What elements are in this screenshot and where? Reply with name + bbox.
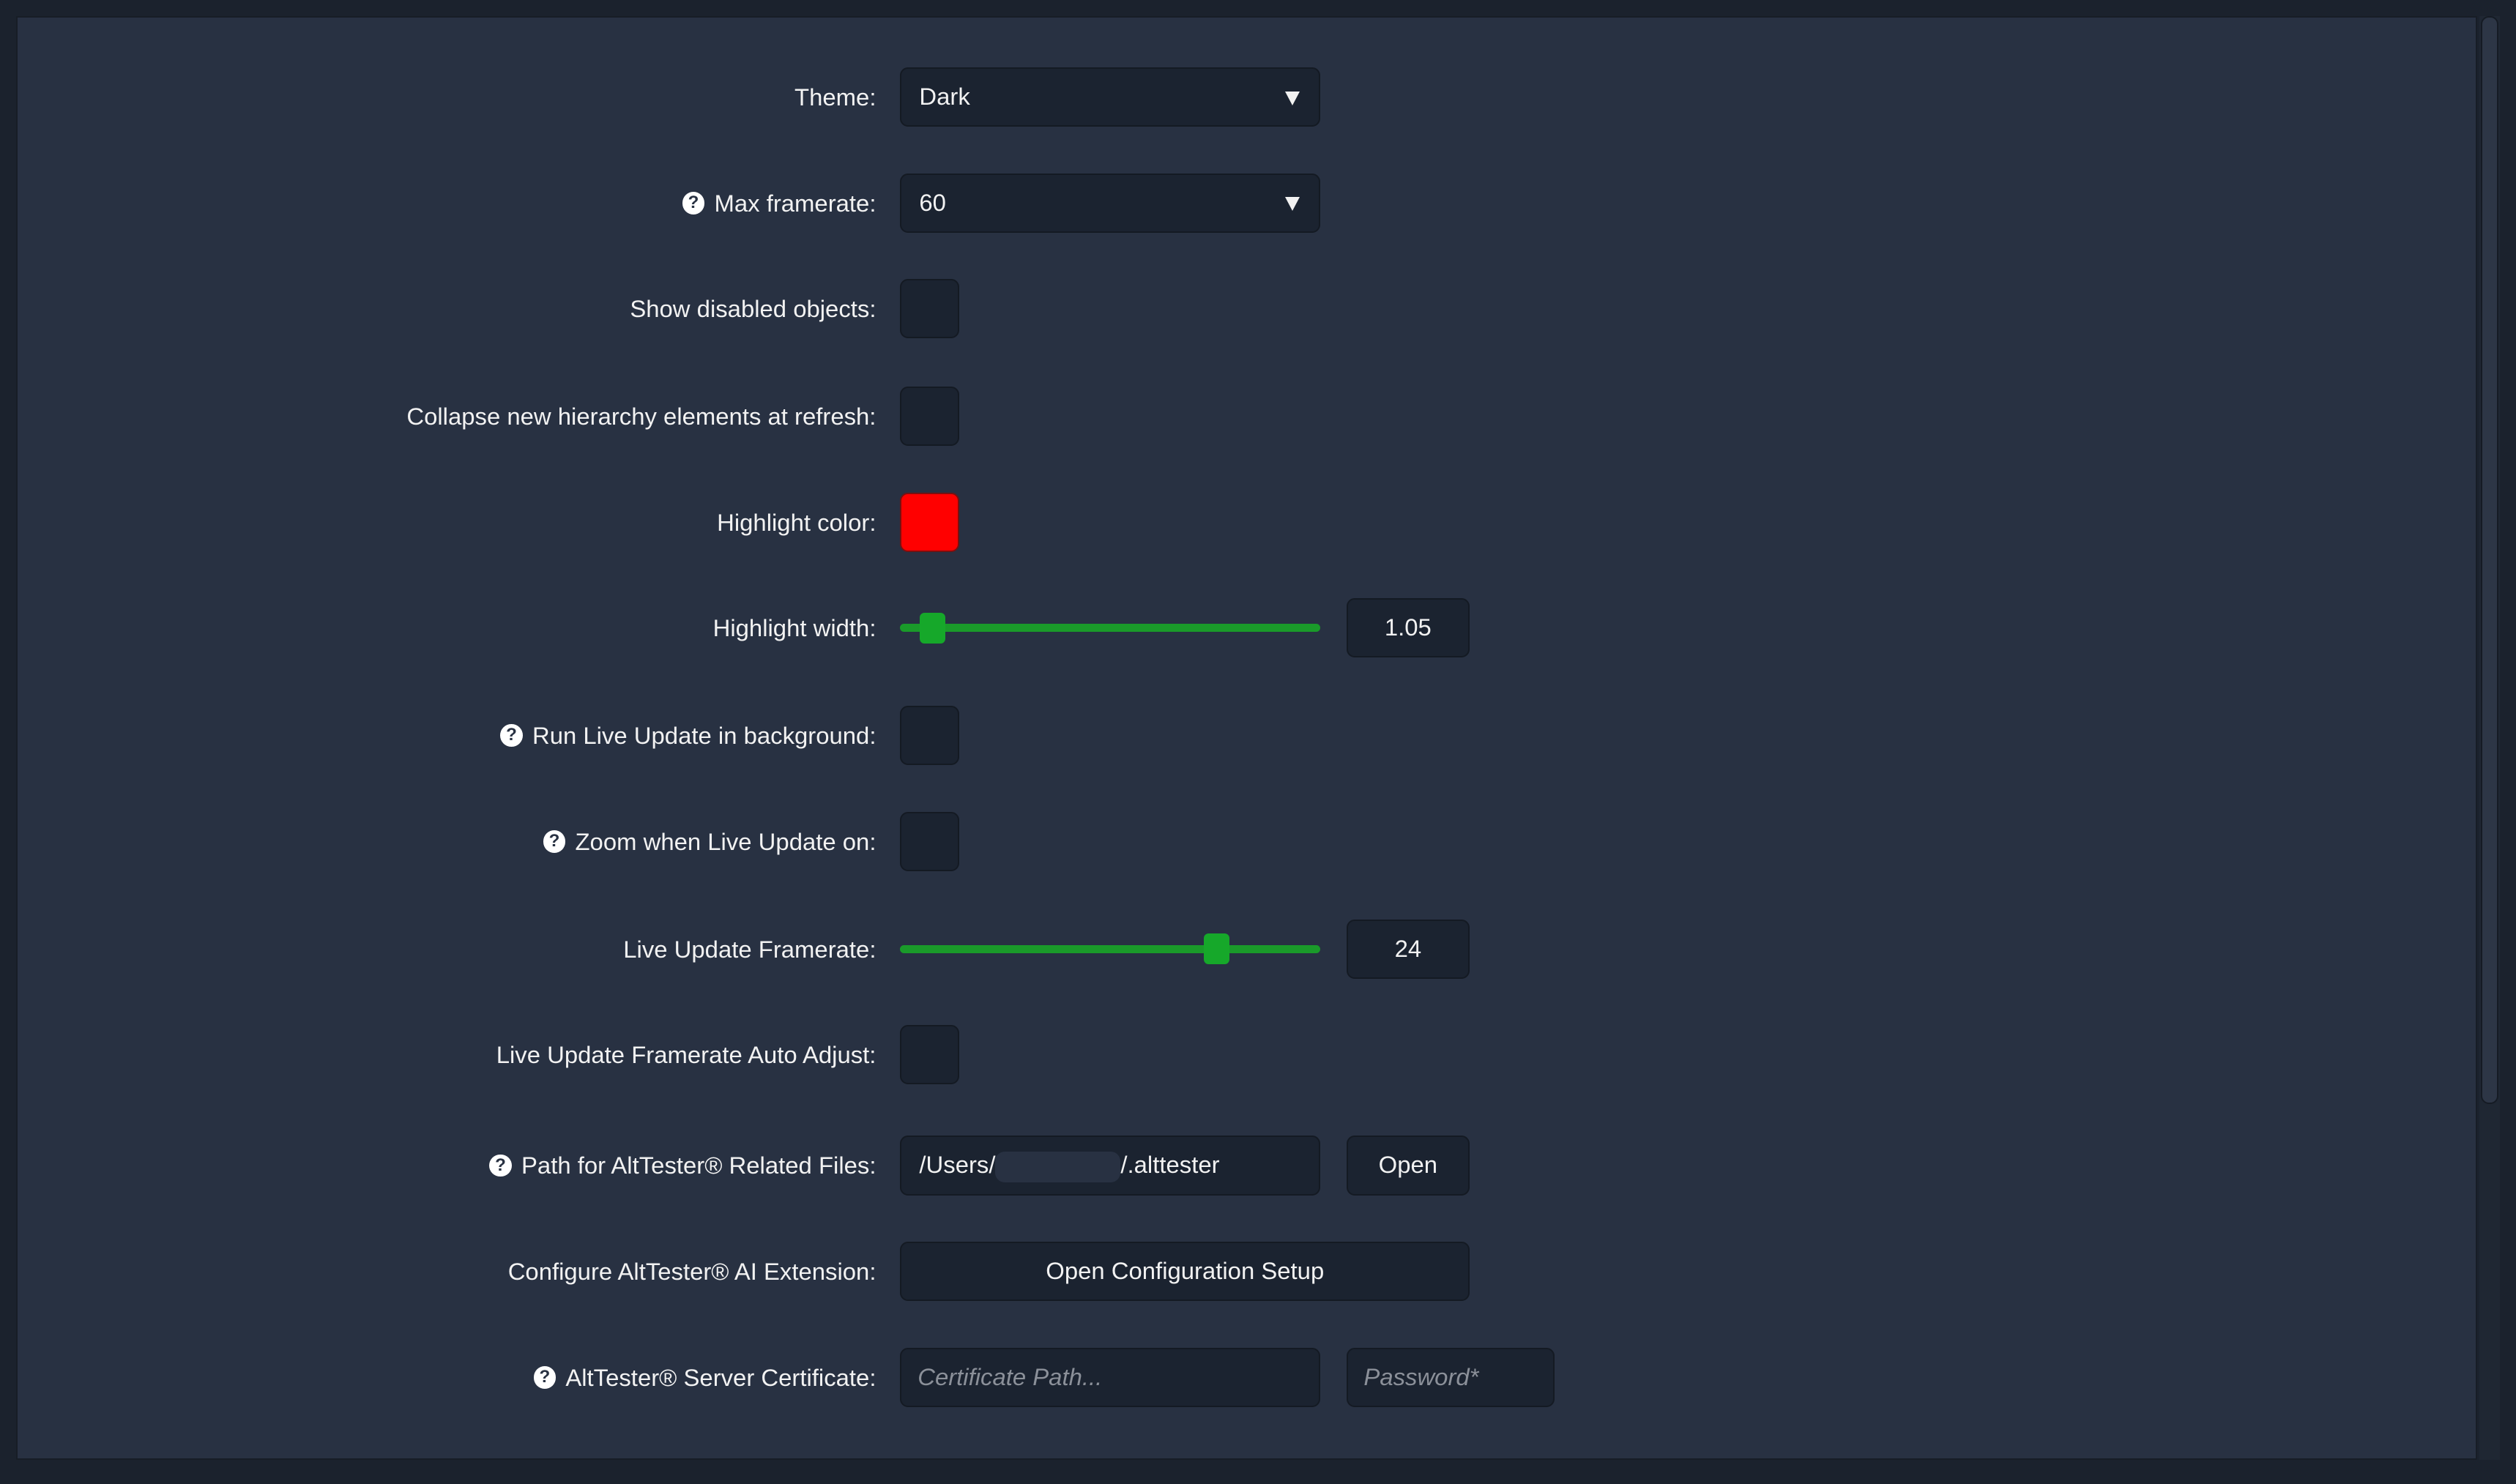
max-framerate-row: ? Max framerate: 60 [0, 173, 2516, 233]
scrollbar-thumb[interactable] [2480, 15, 2498, 1104]
label-text: Max framerate: [714, 189, 876, 217]
label-text: Run Live Update in background: [532, 722, 876, 750]
certificate-row: ? AltTester® Server Certificate: Certific… [0, 1347, 2516, 1407]
dropdown-arrow-icon [1285, 197, 1300, 211]
label-text: Path for AltTester® Related Files: [521, 1152, 876, 1179]
collapse-checkbox[interactable] [900, 387, 960, 447]
label-text: Live Update Framerate: [623, 935, 876, 963]
theme-dropdown[interactable]: Dark [900, 67, 1321, 127]
label-text: Highlight color: [717, 508, 876, 536]
live-framerate-label: Live Update Framerate: [623, 920, 876, 979]
highlight-color-label: Highlight color: [717, 493, 876, 552]
highlight-width-slider-thumb[interactable] [920, 613, 946, 644]
ai-extension-row: Configure AltTester® AI Extension: Open … [0, 1242, 2516, 1302]
auto-adjust-row: Live Update Framerate Auto Adjust: [0, 1025, 2516, 1085]
redacted-username [995, 1151, 1121, 1182]
max-framerate-label: ? Max framerate: [682, 174, 876, 233]
help-icon[interactable]: ? [682, 191, 705, 215]
scrollbar[interactable] [2479, 15, 2501, 1461]
highlight-width-label: Highlight width: [713, 598, 876, 657]
auto-adjust-label: Live Update Framerate Auto Adjust: [496, 1025, 876, 1084]
settings-panel [15, 15, 2478, 1461]
ai-extension-label: Configure AltTester® AI Extension: [508, 1242, 876, 1301]
certificate-path-input[interactable]: Certificate Path... [900, 1347, 1321, 1407]
highlight-width-input[interactable]: 1.05 [1346, 598, 1470, 658]
zoom-live-checkbox[interactable] [900, 811, 960, 871]
help-icon[interactable]: ? [489, 1154, 512, 1177]
help-icon[interactable]: ? [500, 724, 523, 747]
live-framerate-input[interactable]: 24 [1346, 919, 1470, 979]
path-suffix: /.alttester [1120, 1151, 1220, 1179]
dropdown-arrow-icon [1285, 91, 1300, 105]
show-disabled-checkbox[interactable] [900, 279, 960, 339]
highlight-color-swatch[interactable] [900, 492, 960, 552]
zoom-live-row: ? Zoom when Live Update on: [0, 811, 2516, 871]
label-text: Live Update Framerate Auto Adjust: [496, 1041, 876, 1069]
live-framerate-row: Live Update Framerate: 24 [0, 919, 2516, 979]
label-text: Zoom when Live Update on: [575, 827, 876, 855]
dropdown-value: Dark [919, 83, 970, 111]
collapse-row: Collapse new hierarchy elements at refre… [0, 387, 2516, 447]
label-text: Collapse new hierarchy elements at refre… [406, 403, 876, 430]
path-row: ? Path for AltTester® Related Files: /Use… [0, 1136, 2516, 1196]
highlight-color-row: Highlight color: [0, 492, 2516, 552]
max-framerate-dropdown[interactable]: 60 [900, 173, 1321, 233]
theme-label: Theme: [794, 67, 876, 127]
run-live-bg-label: ? Run Live Update in background: [500, 706, 876, 765]
theme-row: Theme: Dark [0, 67, 2516, 127]
path-label: ? Path for AltTester® Related Files: [489, 1136, 876, 1195]
path-prefix: /Users/ [919, 1151, 996, 1179]
certificate-label: ? AltTester® Server Certificate: [533, 1348, 876, 1407]
highlight-width-row: Highlight width: 1.05 [0, 598, 2516, 658]
label-text: Show disabled objects: [630, 295, 876, 323]
label-text: Theme: [794, 83, 876, 111]
path-input[interactable]: /Users/ /.alttester [900, 1136, 1321, 1196]
label-text: Configure AltTester® AI Extension: [507, 1258, 876, 1286]
label-text: Highlight width: [712, 614, 876, 642]
highlight-width-slider-track[interactable] [900, 624, 1321, 633]
collapse-label: Collapse new hierarchy elements at refre… [406, 387, 876, 446]
help-icon[interactable]: ? [533, 1365, 557, 1389]
open-configuration-setup-button[interactable]: Open Configuration Setup [900, 1242, 1470, 1302]
label-text: AltTester® Server Certificate: [565, 1363, 876, 1391]
open-path-button[interactable]: Open [1346, 1136, 1470, 1196]
help-icon[interactable]: ? [543, 829, 566, 853]
zoom-live-label: ? Zoom when Live Update on: [543, 812, 876, 871]
show-disabled-row: Show disabled objects: [0, 279, 2516, 339]
auto-adjust-checkbox[interactable] [900, 1025, 960, 1085]
certificate-password-input[interactable]: Password* [1346, 1347, 1555, 1407]
dropdown-value: 60 [919, 188, 946, 216]
live-framerate-slider-thumb[interactable] [1204, 933, 1230, 964]
show-disabled-label: Show disabled objects: [630, 279, 876, 338]
run-live-bg-checkbox[interactable] [900, 706, 960, 766]
run-live-bg-row: ? Run Live Update in background: [0, 706, 2516, 766]
live-framerate-slider-track[interactable] [900, 944, 1321, 953]
